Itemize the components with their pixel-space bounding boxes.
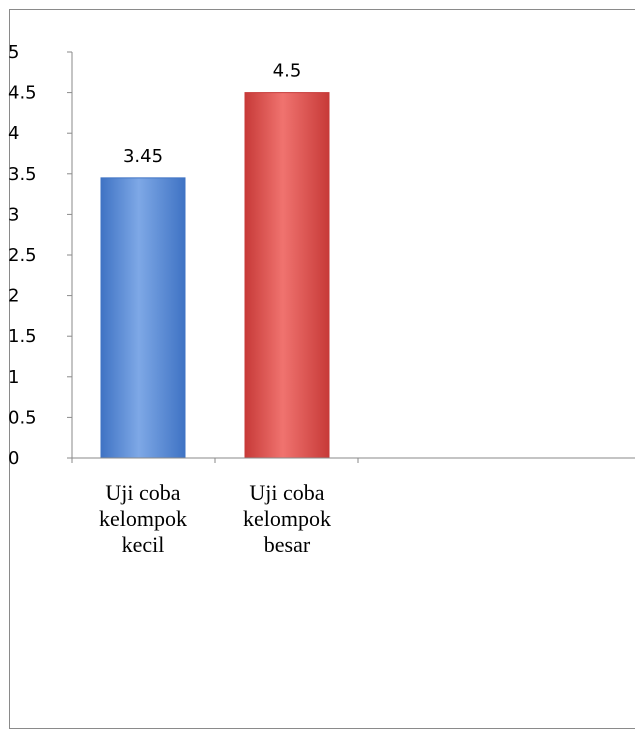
- x-category-label-2: Uji coba kelompok besar: [243, 480, 331, 557]
- x-category-label-1: Uji coba kelompok kecil: [99, 480, 187, 557]
- y-tick-label: 2: [8, 286, 19, 307]
- y-tick-label: 5: [8, 42, 19, 63]
- bars: [100, 92, 330, 459]
- data-labels: 3.45 4.5: [123, 61, 301, 167]
- bar-2: [244, 92, 330, 459]
- data-label-1: 3.45: [123, 146, 163, 167]
- y-tick-label: 3: [8, 204, 19, 225]
- x-axis: Uji coba kelompok kecil Uji coba kelompok bes…: [71, 457, 635, 557]
- data-label-2: 4.5: [273, 61, 302, 82]
- y-tick-label: 1.5: [8, 326, 37, 347]
- bar-1: [100, 177, 186, 459]
- y-axis: 0 0.5 1 1.5 2 2.5 3 3.5 4 4.5 5: [8, 42, 73, 469]
- y-tick-label: 4: [8, 123, 19, 144]
- y-tick-label: 1: [8, 367, 19, 388]
- y-tick-label: 0: [8, 448, 19, 469]
- bar-chart: 0 0.5 1 1.5 2 2.5 3 3.5 4 4.5 5 3.45 4.5 Uji coba ke…: [8, 42, 635, 557]
- y-tick-label: 0.5: [8, 407, 37, 428]
- y-tick-label: 2.5: [8, 245, 37, 266]
- y-tick-label: 4.5: [8, 83, 37, 104]
- y-tick-label: 3.5: [8, 164, 37, 185]
